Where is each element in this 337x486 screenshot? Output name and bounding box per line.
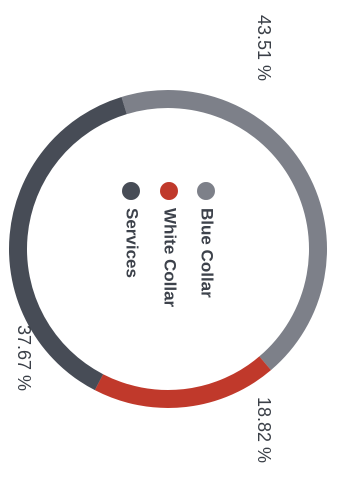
legend-label-services: Services bbox=[123, 208, 142, 278]
legend-marker-services bbox=[122, 182, 140, 200]
legend-marker-blue-collar bbox=[197, 182, 215, 200]
legend-label-white-collar: White Collar bbox=[161, 208, 180, 308]
legend-marker-white-collar bbox=[160, 182, 178, 200]
data-label-services: 37.67 % bbox=[14, 325, 34, 391]
data-label-blue-collar: 43.51 % bbox=[254, 15, 274, 81]
slice-services[interactable] bbox=[9, 96, 127, 391]
donut-ring bbox=[9, 90, 327, 408]
data-label-white-collar: 18.82 % bbox=[254, 397, 274, 463]
chart-legend: Blue Collar White Collar Services bbox=[122, 182, 217, 308]
slice-blue-collar[interactable] bbox=[121, 90, 327, 371]
slice-labels: 43.51 % 18.82 % 37.67 % bbox=[14, 15, 274, 463]
legend-label-blue-collar: Blue Collar bbox=[198, 208, 217, 298]
slice-white-collar[interactable] bbox=[94, 356, 271, 408]
